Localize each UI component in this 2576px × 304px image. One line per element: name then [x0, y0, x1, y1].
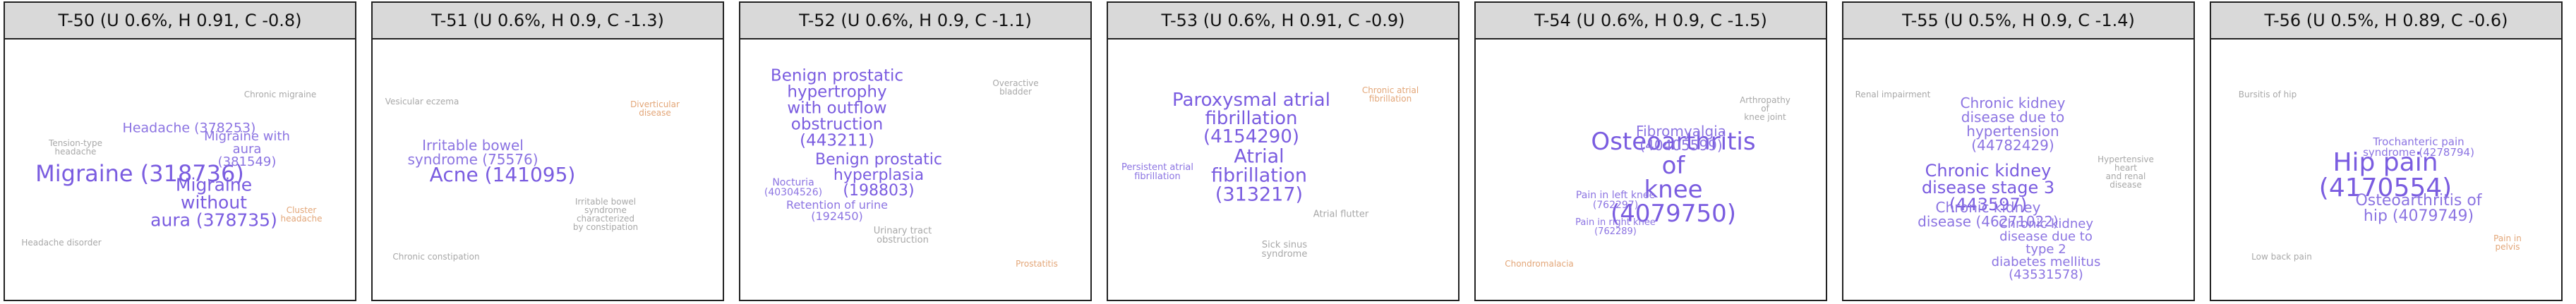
word: Chronic kidney disease (46271022) [1918, 199, 2059, 230]
word: Atrial flutter [1313, 209, 1369, 220]
panel-title: T-51 (U 0.6%, H 0.9, C -1.3) [373, 3, 723, 39]
word: Headache (378253) [122, 120, 256, 136]
word: Headache disorder [21, 238, 102, 248]
word: Migraine without aura (378735) [150, 174, 277, 231]
panel-title: T-52 (U 0.6%, H 0.9, C -1.1) [740, 3, 1090, 39]
word-cloud-panel: T-54 (U 0.6%, H 0.9, C -1.5) Osteoarthrit… [1474, 1, 1827, 301]
word: Irritable bowel syndrome (75576) [407, 137, 538, 168]
word: Chronic atrial fibrillation [1361, 85, 1419, 104]
word: Pain in pelvis [2493, 233, 2522, 252]
word: Osteoarthritis of knee (4079750) [1591, 128, 1756, 228]
word: Cluster headache [280, 205, 323, 224]
word: Nocturia (40304526) [764, 177, 823, 198]
word-cloud-panel: T-50 (U 0.6%, H 0.91, C -0.8) Migraine (3… [4, 1, 356, 301]
panel-title: T-54 (U 0.6%, H 0.9, C -1.5) [1476, 3, 1826, 39]
word: Benign prostatic hypertrophy with outflo… [770, 66, 904, 150]
word: Osteoarthritis of hip (4079749) [2355, 192, 2482, 225]
word: Pain in left knee (762297) [1575, 190, 1656, 211]
word: Chronic kidney disease due to hypertensi… [1960, 95, 2066, 154]
word-cloud-panel: T-56 (U 0.5%, H 0.89, C -0.6) Hip pain (4… [2210, 1, 2563, 301]
word: Hypertensive heart and renal disease [2097, 154, 2154, 190]
word-cloud-panel: T-53 (U 0.6%, H 0.91, C -0.9) Paroxysmal … [1107, 1, 1459, 301]
word: Chronic kidney disease stage 3 (443597) [1921, 161, 2055, 214]
word: Chondromalacia [1505, 259, 1574, 269]
word: Migraine with aura (381549) [204, 129, 290, 169]
panel-title: T-50 (U 0.6%, H 0.91, C -0.8) [5, 3, 355, 39]
word: Trochanteric pain syndrome (4278794) [2363, 135, 2474, 159]
word: Atrial fibrillation (313217) [1210, 145, 1308, 206]
word: Low back pain [2251, 252, 2312, 262]
word: Vesicular eczema [385, 97, 459, 107]
word: Diverticular disease [630, 99, 680, 118]
word: Hip pain (4170554) [2318, 148, 2452, 202]
word-cloud-panel: T-55 (U 0.5%, H 0.9, C -1.4) Chronic kidn… [1842, 1, 2195, 301]
panel-title: T-56 (U 0.5%, H 0.89, C -0.6) [2211, 3, 2561, 39]
word-cloud-panel: T-51 (U 0.6%, H 0.9, C -1.3) Acne (141095… [371, 1, 724, 301]
word: Urinary tract obstruction [873, 226, 932, 245]
word: Migraine (318736) [35, 160, 244, 187]
word: Arthropathy of knee joint [1740, 95, 1790, 122]
word: Overactive bladder [992, 78, 1039, 97]
word: Fibromyalgia (40405599) [1636, 123, 1726, 154]
word: Bursitis of hip [2238, 90, 2297, 99]
panel-title: T-55 (U 0.5%, H 0.9, C -1.4) [1843, 3, 2193, 39]
word-cloud-panel: T-52 (U 0.6%, H 0.9, C -1.1) Benign prost… [739, 1, 1092, 301]
word: Irritable bowel syndrome characterized b… [572, 197, 639, 232]
word: Sick sinus syndrome [1261, 240, 1308, 260]
word: Chronic migraine [243, 90, 317, 99]
word: Renal impairment [1855, 90, 1931, 99]
word: Persistent atrial fibrillation [1121, 162, 1194, 182]
word: Paroxysmal atrial fibrillation (4154290) [1172, 90, 1330, 147]
word: Pain in right knee (762289) [1575, 217, 1656, 237]
word: Chronic kidney disease due to type 2 dia… [1991, 217, 2101, 282]
panel-title: T-53 (U 0.6%, H 0.91, C -0.9) [1108, 3, 1458, 39]
word: Tension-type headache [49, 138, 102, 157]
word: Prostatitis [1016, 259, 1058, 269]
word: Acne (141095) [429, 163, 576, 186]
word: Retention of urine (192450) [786, 198, 888, 223]
word: Chronic constipation [392, 252, 480, 262]
word: Benign prostatic hyperplasia (198803) [815, 151, 942, 200]
